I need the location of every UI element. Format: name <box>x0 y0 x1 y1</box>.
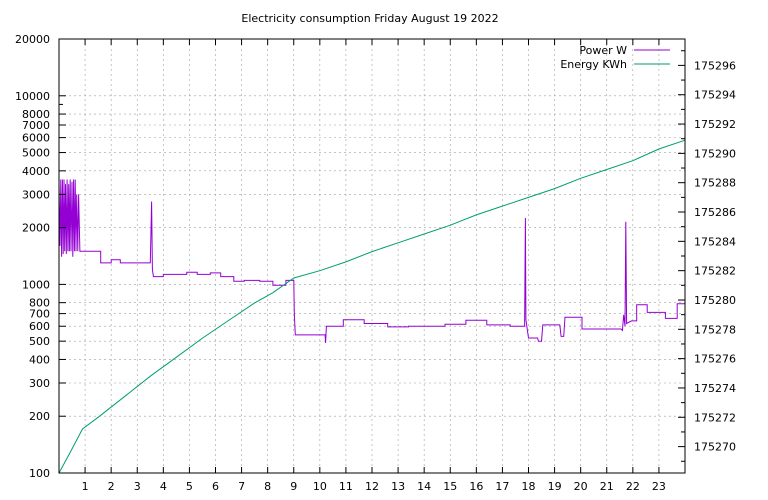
x-tick-label: 4 <box>160 480 167 493</box>
y-right-tick-label: 175290 <box>694 147 736 160</box>
x-tick-label: 22 <box>626 480 640 493</box>
y-left-tick-label: 8000 <box>22 108 50 121</box>
x-tick-label: 5 <box>186 480 193 493</box>
x-tick-label: 11 <box>339 480 353 493</box>
y-left-tick-label: 700 <box>29 308 50 321</box>
x-tick-label: 1 <box>82 480 89 493</box>
chart-title: Electricity consumption Friday August 19… <box>241 12 498 25</box>
x-tick-label: 15 <box>443 480 457 493</box>
x-tick-label: 3 <box>134 480 141 493</box>
y-left-tick-label: 400 <box>29 353 50 366</box>
x-tick-label: 20 <box>574 480 588 493</box>
y-axis-right: 175270 175272 175274 175276 175278 175280 1752… <box>678 50 736 462</box>
y-left-tick-label: 2000 <box>22 222 50 235</box>
y-right-tick-label: 175284 <box>694 235 736 248</box>
series-line-energy <box>58 139 686 474</box>
y-left-tick-label: 500 <box>29 335 50 348</box>
y-right-tick-label: 175282 <box>694 265 736 278</box>
x-tick-label: 8 <box>264 480 271 493</box>
x-tick-label: 17 <box>495 480 509 493</box>
y-left-tick-label: 5000 <box>22 147 50 160</box>
y-left-tick-label: 3000 <box>22 188 50 201</box>
y-right-tick-label: 175280 <box>694 294 736 307</box>
y-left-tick-label: 10000 <box>15 90 50 103</box>
y-left-tick-label: 7000 <box>22 119 50 132</box>
y-left-tick-label: 1000 <box>22 278 50 291</box>
y-right-tick-label: 175276 <box>694 353 736 366</box>
y-right-tick-label: 175270 <box>694 441 736 454</box>
y-right-tick-label: 175274 <box>694 382 736 395</box>
x-tick-label: 23 <box>652 480 666 493</box>
x-tick-label: 10 <box>313 480 327 493</box>
grid <box>59 38 685 474</box>
x-tick-label: 21 <box>600 480 614 493</box>
series-layer <box>58 139 686 474</box>
x-axis: 1 2 3 4 5 6 7 8 9 10 11 12 13 14 15 16 17 18 19 20 21 22 23 <box>82 39 666 493</box>
y-right-tick-label: 175278 <box>694 323 736 336</box>
legend: Power W Energy KWh <box>560 44 670 71</box>
y-left-tick-label: 100 <box>29 467 50 480</box>
x-tick-label: 12 <box>365 480 379 493</box>
y-left-tick-label: 600 <box>29 320 50 333</box>
legend-label-power: Power W <box>579 44 627 57</box>
y-right-tick-label: 175288 <box>694 177 736 190</box>
x-tick-label: 13 <box>391 480 405 493</box>
y-right-tick-label: 175292 <box>694 118 736 131</box>
y-left-tick-label: 20000 <box>15 33 50 46</box>
y-left-tick-label: 200 <box>29 410 50 423</box>
x-tick-label: 19 <box>548 480 562 493</box>
x-tick-label: 2 <box>108 480 115 493</box>
y-left-tick-label: 6000 <box>22 132 50 145</box>
y-left-tick-label: 4000 <box>22 165 50 178</box>
x-tick-label: 18 <box>522 480 536 493</box>
x-tick-label: 16 <box>469 480 483 493</box>
x-tick-label: 6 <box>212 480 219 493</box>
y-right-tick-label: 175286 <box>694 206 736 219</box>
y-right-tick-label: 175294 <box>694 89 736 102</box>
y-right-tick-label: 175296 <box>694 59 736 72</box>
x-tick-label: 9 <box>290 480 297 493</box>
y-left-tick-label: 800 <box>29 297 50 310</box>
x-tick-label: 14 <box>417 480 431 493</box>
series-line-power <box>58 179 685 343</box>
y-right-tick-label: 175272 <box>694 411 736 424</box>
x-tick-label: 7 <box>238 480 245 493</box>
y-left-tick-label: 300 <box>29 377 50 390</box>
legend-label-energy: Energy KWh <box>560 58 627 71</box>
